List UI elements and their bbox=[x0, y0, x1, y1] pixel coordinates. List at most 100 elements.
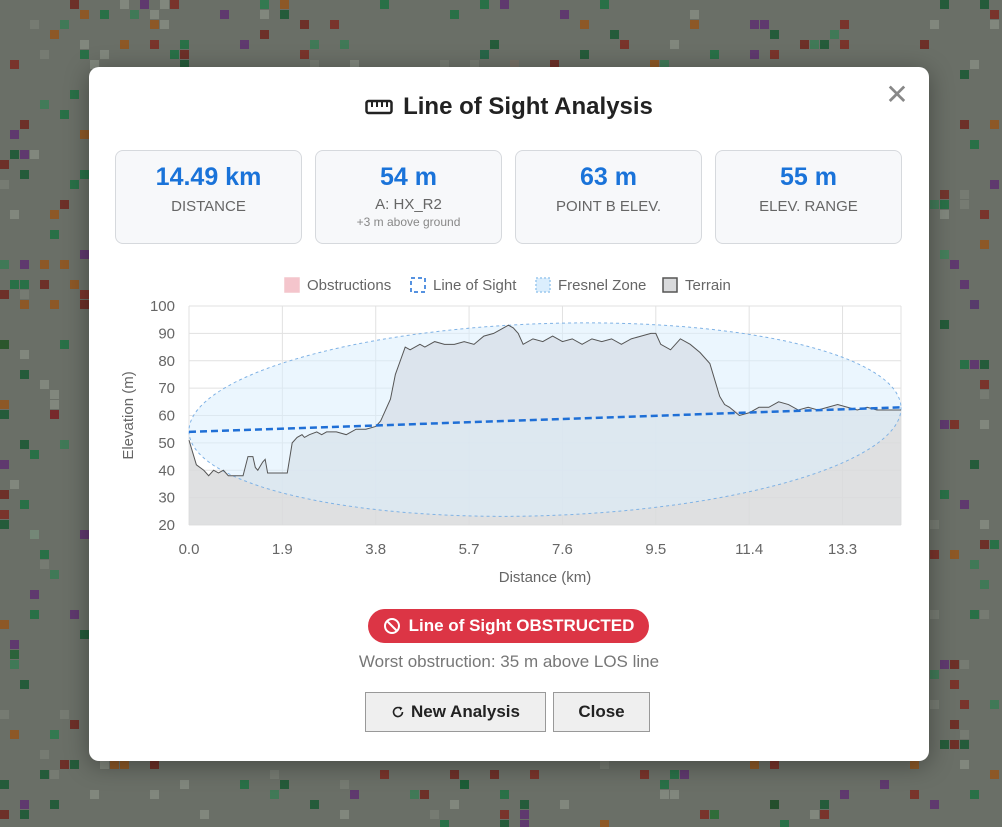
close-icon[interactable]: ✕ bbox=[885, 78, 909, 111]
map-tile bbox=[40, 560, 49, 569]
chart-legend: Obstructions Line of Sight Fresnel Zone Ter… bbox=[284, 277, 731, 294]
map-tile bbox=[0, 410, 9, 419]
map-tile bbox=[960, 360, 969, 369]
worst-obstruction-text: Worst obstruction: 35 m above LOS line bbox=[358, 652, 660, 671]
x-tick-label: 1.9 bbox=[272, 541, 293, 558]
map-tile bbox=[950, 420, 959, 429]
map-tile bbox=[990, 10, 999, 19]
map-tile bbox=[200, 810, 209, 819]
map-tile bbox=[150, 20, 159, 29]
map-tile bbox=[50, 800, 59, 809]
map-tile bbox=[800, 40, 809, 49]
stat-value: 54 m bbox=[380, 163, 437, 191]
map-tile bbox=[710, 50, 719, 59]
map-tile bbox=[770, 30, 779, 39]
map-tile bbox=[20, 260, 29, 269]
map-tile bbox=[90, 790, 99, 799]
map-tile bbox=[990, 770, 999, 779]
map-tile bbox=[990, 120, 999, 129]
close-button[interactable]: Close bbox=[553, 692, 650, 732]
map-tile bbox=[0, 460, 9, 469]
map-tile bbox=[90, 60, 99, 69]
ruler-icon bbox=[365, 99, 393, 115]
map-tile bbox=[50, 570, 59, 579]
map-tile bbox=[770, 800, 779, 809]
map-tile bbox=[30, 20, 39, 29]
map-tile bbox=[70, 90, 79, 99]
map-tile bbox=[750, 760, 759, 769]
map-tile bbox=[750, 50, 759, 59]
map-tile bbox=[340, 810, 349, 819]
modal-header: Line of Sight Analysis bbox=[89, 93, 929, 122]
map-tile bbox=[620, 40, 629, 49]
map-tile bbox=[780, 820, 789, 827]
new-analysis-button[interactable]: New Analysis bbox=[365, 692, 546, 732]
map-tile bbox=[980, 380, 989, 389]
map-tile bbox=[0, 180, 9, 189]
map-tile bbox=[950, 720, 959, 729]
map-tile bbox=[910, 790, 919, 799]
y-tick-label: 80 bbox=[158, 353, 175, 370]
map-tile bbox=[500, 790, 509, 799]
blocked-icon bbox=[383, 618, 400, 634]
map-tile bbox=[940, 250, 949, 259]
map-tile bbox=[520, 810, 529, 819]
map-tile bbox=[270, 790, 279, 799]
map-tile bbox=[760, 20, 769, 29]
map-tile bbox=[270, 770, 279, 779]
status-badge-label: Line of Sight OBSTRUCTED bbox=[408, 616, 635, 635]
map-tile bbox=[600, 760, 609, 769]
map-tile bbox=[50, 410, 59, 419]
map-tile bbox=[970, 140, 979, 149]
stat-card-point-b: 63 m POINT B ELEV. bbox=[515, 150, 702, 244]
map-tile bbox=[690, 20, 699, 29]
map-tile bbox=[930, 20, 939, 29]
map-tile bbox=[80, 50, 89, 59]
map-tile bbox=[110, 760, 119, 769]
map-tile bbox=[980, 540, 989, 549]
map-tile bbox=[960, 190, 969, 199]
chart-plot bbox=[188, 322, 902, 525]
map-tile bbox=[980, 210, 989, 219]
map-tile bbox=[310, 60, 319, 69]
map-tile bbox=[180, 50, 189, 59]
map-tile bbox=[550, 60, 559, 69]
map-tile bbox=[510, 60, 519, 69]
map-tile bbox=[640, 770, 649, 779]
map-tile bbox=[930, 700, 939, 709]
map-tile bbox=[60, 340, 69, 349]
map-tile bbox=[380, 0, 389, 9]
stat-value: 63 m bbox=[580, 163, 637, 191]
map-tile bbox=[10, 280, 19, 289]
map-tile bbox=[50, 30, 59, 39]
map-tile bbox=[970, 300, 979, 309]
map-tile bbox=[710, 810, 719, 819]
map-tile bbox=[180, 780, 189, 789]
map-tile bbox=[60, 710, 69, 719]
map-tile bbox=[260, 10, 269, 19]
map-tile bbox=[150, 40, 159, 49]
map-tile bbox=[960, 500, 969, 509]
map-tile bbox=[530, 770, 539, 779]
x-tick-label: 11.4 bbox=[735, 541, 763, 558]
map-tile bbox=[60, 200, 69, 209]
map-tile bbox=[880, 780, 889, 789]
y-tick-label: 90 bbox=[158, 325, 175, 342]
map-tile bbox=[10, 130, 19, 139]
legend-swatch bbox=[410, 277, 426, 293]
map-tile bbox=[0, 490, 9, 499]
map-tile bbox=[280, 0, 289, 9]
map-tile bbox=[100, 10, 109, 19]
map-tile bbox=[20, 810, 29, 819]
map-tile bbox=[960, 700, 969, 709]
map-tile bbox=[960, 120, 969, 129]
map-tile bbox=[700, 810, 709, 819]
map-tile bbox=[770, 760, 779, 769]
map-tile bbox=[140, 0, 149, 9]
status-badge: Line of Sight OBSTRUCTED bbox=[368, 609, 649, 643]
map-tile bbox=[310, 40, 319, 49]
map-tile bbox=[940, 740, 949, 749]
map-tile bbox=[980, 240, 989, 249]
map-tile bbox=[10, 60, 19, 69]
map-tile bbox=[10, 730, 19, 739]
